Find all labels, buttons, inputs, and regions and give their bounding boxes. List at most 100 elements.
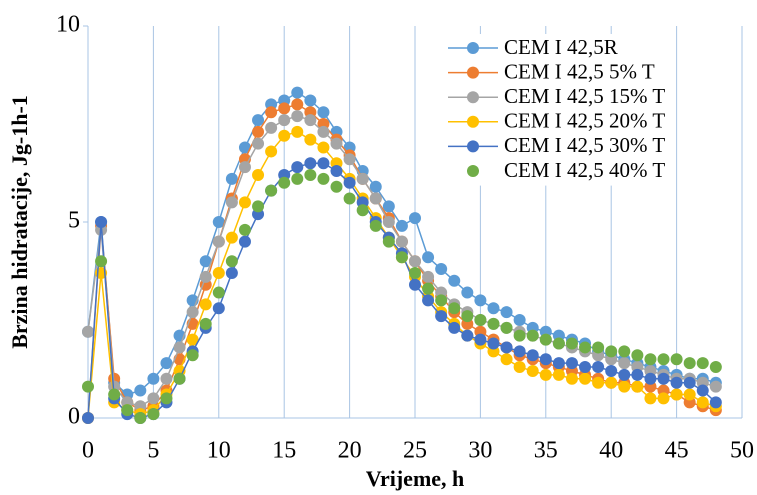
data-point: [252, 137, 265, 150]
data-point: [160, 392, 173, 405]
data-point: [317, 141, 330, 154]
legend-label: CEM I 42,5 15% T: [504, 84, 665, 108]
data-point: [448, 321, 461, 334]
data-point: [409, 212, 421, 225]
x-tick-label: 45: [665, 438, 689, 464]
data-point: [108, 388, 121, 401]
data-point: [238, 235, 251, 248]
data-point: [579, 361, 592, 374]
data-point: [252, 125, 265, 138]
data-point: [435, 310, 448, 323]
data-point: [670, 353, 683, 366]
data-point: [238, 141, 251, 154]
data-point: [448, 302, 461, 315]
data-point: [631, 380, 644, 393]
data-point: [173, 372, 186, 385]
data-point: [343, 176, 356, 189]
data-point: [291, 161, 304, 174]
data-point: [160, 357, 173, 370]
data-point: [212, 235, 225, 248]
data-point: [291, 86, 304, 99]
data-point: [265, 184, 278, 197]
data-point: [225, 172, 238, 185]
data-point: [526, 329, 539, 342]
data-point: [304, 94, 317, 107]
data-point: [422, 251, 435, 264]
y-tick-label: 10: [56, 12, 80, 38]
x-tick-label: 20: [338, 438, 362, 464]
data-point: [670, 388, 683, 401]
x-tick-label: 10: [207, 438, 231, 464]
data-point: [160, 372, 173, 385]
data-point: [474, 333, 487, 346]
data-point: [644, 372, 657, 385]
y-tick-label: 0: [68, 404, 80, 430]
data-point: [317, 125, 330, 138]
data-point: [317, 157, 330, 170]
data-point: [291, 110, 304, 123]
data-point: [186, 306, 199, 319]
y-axis-title: Brzina hidratacije, Jg-1h-1: [7, 95, 32, 349]
data-point: [82, 325, 94, 338]
data-point: [186, 349, 199, 362]
data-point: [631, 349, 644, 362]
data-point: [330, 165, 343, 178]
data-point: [134, 384, 147, 397]
legend-marker: [467, 140, 479, 153]
x-axis-title: Vrijeme, h: [366, 466, 465, 491]
data-point: [395, 251, 408, 264]
data-point: [212, 302, 225, 315]
data-point: [395, 235, 408, 248]
data-point: [526, 364, 539, 377]
data-point: [565, 357, 578, 370]
data-point: [696, 357, 709, 370]
data-point: [304, 157, 317, 170]
x-tick-label: 35: [534, 438, 558, 464]
data-point: [252, 114, 265, 127]
data-point: [395, 219, 408, 232]
data-point: [592, 341, 605, 354]
data-point: [369, 180, 382, 193]
data-point: [565, 372, 578, 385]
data-point: [657, 372, 670, 385]
data-point: [513, 361, 526, 374]
data-point: [147, 372, 160, 385]
data-point: [565, 337, 578, 350]
x-tick-label: 0: [82, 438, 94, 464]
data-point: [605, 376, 618, 389]
data-point: [552, 337, 565, 350]
data-point: [252, 168, 265, 181]
data-point: [238, 196, 251, 209]
data-point: [278, 129, 291, 142]
data-point: [278, 102, 291, 115]
data-point: [683, 357, 696, 370]
data-point: [186, 333, 199, 346]
data-point: [304, 168, 317, 181]
data-point: [356, 204, 369, 217]
data-point: [356, 172, 369, 185]
data-point: [487, 337, 500, 350]
data-point: [500, 341, 513, 354]
data-point: [592, 376, 605, 389]
data-point: [631, 368, 644, 381]
x-tick-label: 40: [599, 438, 623, 464]
data-point: [369, 219, 382, 232]
data-point: [618, 368, 631, 381]
data-point: [317, 172, 330, 185]
data-point: [330, 137, 343, 150]
data-point: [199, 298, 212, 311]
data-point: [82, 412, 94, 424]
data-point: [461, 286, 474, 299]
data-point: [238, 223, 251, 236]
legend-label: CEM I 42,5 5% T: [504, 59, 655, 83]
data-point: [618, 380, 631, 393]
data-point: [212, 286, 225, 299]
data-point: [147, 408, 160, 421]
data-point: [487, 302, 500, 315]
data-point: [265, 121, 278, 134]
x-tick-label: 30: [468, 438, 492, 464]
data-point: [696, 384, 709, 397]
data-point: [304, 133, 317, 146]
legend-label: CEM I 42,5 20% T: [504, 109, 665, 133]
data-point: [709, 396, 722, 409]
